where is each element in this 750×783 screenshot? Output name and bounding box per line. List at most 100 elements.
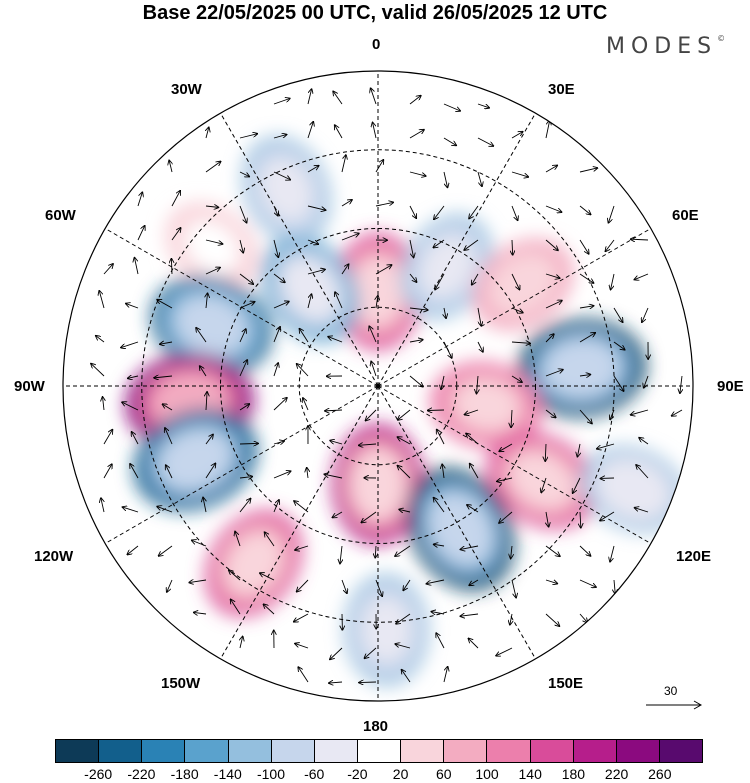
wind-vector xyxy=(273,471,291,479)
wind-vector xyxy=(295,545,309,550)
anomaly-north-east xyxy=(401,214,493,319)
wind-vector xyxy=(364,647,377,658)
wind-vector xyxy=(605,239,615,251)
anomaly-north-west-small xyxy=(262,236,359,343)
wind-vector xyxy=(431,612,445,614)
colorbar-tick-label: 140 xyxy=(518,766,542,782)
wind-vector xyxy=(206,293,208,309)
meridian-line xyxy=(377,228,652,387)
colorbar-tick-label: 100 xyxy=(475,766,499,782)
wind-vector xyxy=(636,465,649,479)
wind-vector xyxy=(373,123,377,139)
wind-vector xyxy=(467,505,479,513)
wind-vector xyxy=(545,239,558,250)
wind-vector xyxy=(398,466,411,479)
map-disc xyxy=(63,71,693,701)
colorbar xyxy=(55,739,703,763)
wind-vector xyxy=(294,501,309,513)
wind-vector xyxy=(239,273,253,284)
colorbar-tick-label: -20 xyxy=(347,766,368,782)
lon-label-60w: 60W xyxy=(45,207,76,224)
wind-vector xyxy=(496,647,513,656)
wind-vector xyxy=(395,644,411,649)
wind-vector xyxy=(510,613,512,625)
anomaly-southeast-120e xyxy=(486,432,597,529)
wind-vector xyxy=(361,511,377,523)
wind-vector xyxy=(472,273,479,285)
wind-vector xyxy=(545,370,563,377)
anomaly-east-90e xyxy=(518,319,646,417)
wind-vector xyxy=(154,376,173,378)
wind-vector xyxy=(130,464,139,479)
wind-vector xyxy=(579,613,587,622)
meridian-line xyxy=(104,228,379,387)
wind-vector xyxy=(545,273,560,278)
colorbar-swatch xyxy=(228,740,272,762)
wind-vector xyxy=(165,428,173,445)
lon-label-120e: 120E xyxy=(676,548,712,565)
wind-vector xyxy=(307,468,308,479)
wind-vector xyxy=(426,579,445,584)
colorbar-swatch xyxy=(271,740,315,762)
wind-vector xyxy=(134,258,139,275)
wind-vector xyxy=(206,392,207,411)
meridian-line xyxy=(220,385,379,660)
wind-vector xyxy=(511,545,512,558)
colorbar-tick-label: -220 xyxy=(127,766,156,782)
wind-vector xyxy=(511,205,518,220)
wind-vector xyxy=(260,573,275,581)
reference-vector-label: 30 xyxy=(664,684,678,698)
wind-vector xyxy=(273,171,290,180)
wind-vector xyxy=(409,171,426,176)
wind-vector xyxy=(545,443,546,461)
latitude-circle xyxy=(141,149,615,623)
wind-vector xyxy=(264,604,275,615)
wind-vector xyxy=(297,579,309,592)
wind-vector xyxy=(137,192,142,207)
wind-vector xyxy=(442,464,444,479)
wind-vector xyxy=(294,613,309,622)
wind-vector xyxy=(409,130,424,139)
colorbar-ticks: -260 -220 -180 -140 -100 -60 -20 20 60 100 140 180 2… xyxy=(0,766,750,783)
wind-vector xyxy=(200,366,207,377)
wind-vector xyxy=(121,341,139,348)
wind-vector xyxy=(205,435,213,445)
lon-label-90e: 90E xyxy=(717,378,744,395)
meridian-line xyxy=(377,385,652,544)
wind-vector xyxy=(273,273,285,282)
wind-vector xyxy=(443,103,460,111)
wind-vector xyxy=(273,99,290,105)
wind-vector xyxy=(399,509,411,512)
wind-vector xyxy=(375,545,376,558)
colorbar-tick-label: 260 xyxy=(648,766,672,782)
wind-vector xyxy=(103,430,112,445)
wind-vector xyxy=(541,477,547,492)
wind-vector xyxy=(273,363,278,377)
colorbar-tick-label: -140 xyxy=(213,766,242,782)
wind-vector xyxy=(137,226,145,241)
wind-vector xyxy=(101,498,104,513)
wind-vector xyxy=(160,342,173,344)
wind-vector xyxy=(239,205,247,223)
wind-vector xyxy=(545,334,554,343)
colorbar-swatch xyxy=(530,740,574,762)
wind-vector xyxy=(341,234,359,241)
wind-vector xyxy=(577,443,580,457)
wind-vector xyxy=(613,341,625,350)
wind-vector xyxy=(333,511,343,517)
wind-vector xyxy=(273,135,286,139)
wind-vector xyxy=(273,239,278,257)
colorbar-tick-label: -100 xyxy=(256,766,286,782)
wind-vector xyxy=(205,206,218,207)
wind-vector xyxy=(103,397,104,411)
wind-vector xyxy=(205,162,221,173)
wind-vector xyxy=(359,682,377,683)
wind-vector xyxy=(132,432,139,445)
wind-vector xyxy=(196,328,207,343)
lon-label-180: 180 xyxy=(363,718,389,735)
wind-vector xyxy=(511,171,528,177)
wind-vector xyxy=(395,545,411,556)
wind-vector xyxy=(639,438,649,445)
wind-vector xyxy=(307,122,313,139)
wind-vector xyxy=(297,364,309,377)
